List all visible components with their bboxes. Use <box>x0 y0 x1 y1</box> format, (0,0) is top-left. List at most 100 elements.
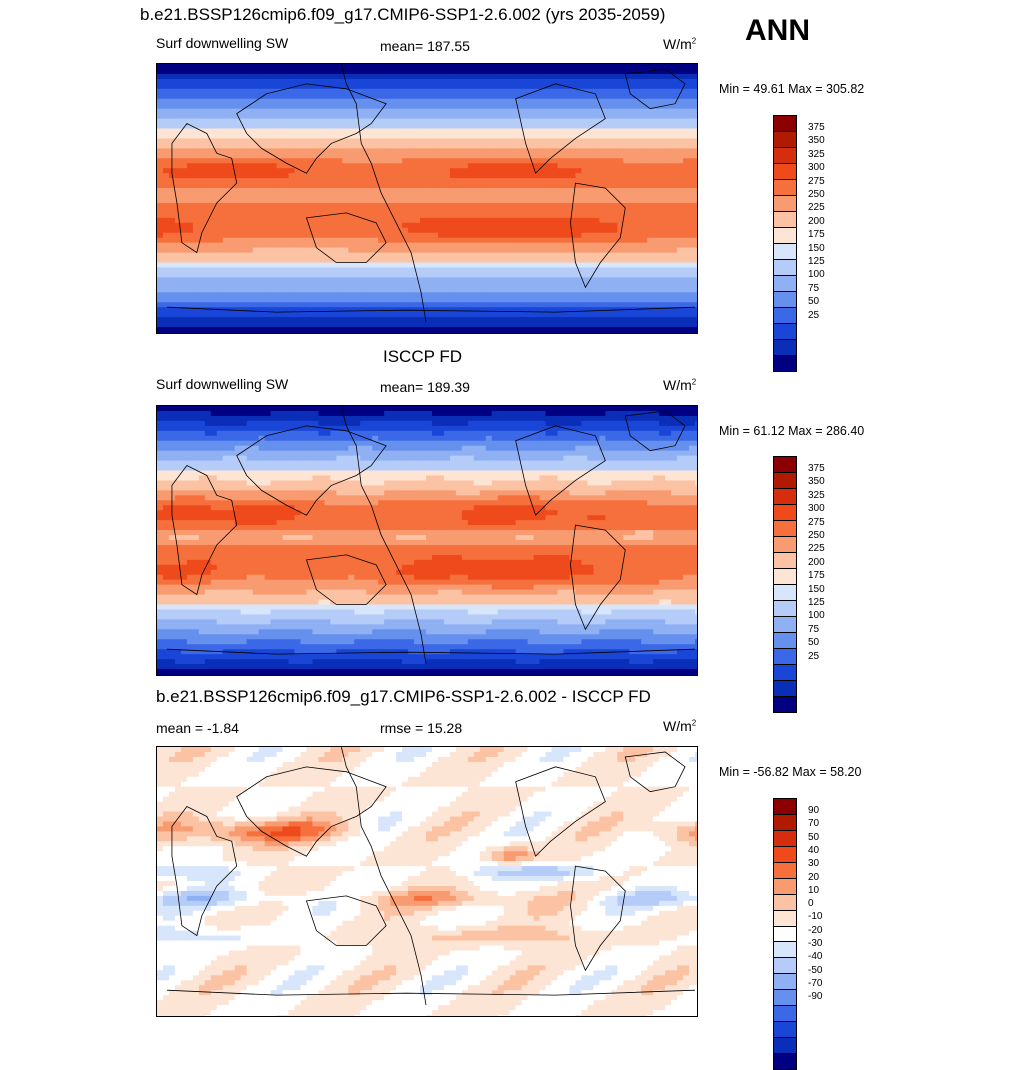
colorbar-tick-label: 100 <box>808 610 825 622</box>
colorbar-swatch <box>773 340 797 356</box>
colorbar-tick-label: 200 <box>808 215 825 227</box>
panel-2-map <box>156 405 698 676</box>
panel-2-minmax: Min = 61.12 Max = 286.40 <box>719 424 865 438</box>
panel-3-colorbar <box>773 798 797 1070</box>
colorbar-tick-label: -20 <box>808 924 823 936</box>
colorbar-swatch <box>773 990 797 1006</box>
colorbar-swatch <box>773 164 797 180</box>
coastline <box>236 766 387 857</box>
colorbar-swatch <box>773 585 797 601</box>
colorbar-swatch <box>773 697 797 713</box>
coastline <box>340 64 427 323</box>
coastline <box>166 989 696 996</box>
colorbar-swatch <box>773 958 797 974</box>
colorbar-tick-label: 0 <box>808 898 814 910</box>
colorbar-tick-label: 150 <box>808 583 825 595</box>
colorbar-swatch <box>773 681 797 697</box>
colorbar-swatch <box>773 633 797 649</box>
panel-1-mean-label: mean= 187.55 <box>380 38 470 54</box>
colorbar-swatch <box>773 1006 797 1022</box>
coastline <box>515 83 606 174</box>
colorbar-tick-label: 150 <box>808 242 825 254</box>
colorbar-tick-label: 125 <box>808 256 825 267</box>
colorbar-swatch <box>773 863 797 879</box>
colorbar-tick-label: 275 <box>808 175 825 187</box>
colorbar-tick-label: -40 <box>808 951 823 963</box>
colorbar-tick-label: 175 <box>808 570 825 582</box>
coastline <box>171 465 238 596</box>
colorbar-tick-label: 200 <box>808 556 825 568</box>
colorbar-swatch <box>773 292 797 308</box>
colorbar-tick-label: 350 <box>808 476 825 488</box>
colorbar-swatch <box>773 196 797 212</box>
colorbar-tick-label: 20 <box>808 871 820 883</box>
panel-1-field <box>157 64 697 333</box>
colorbar-swatch <box>773 473 797 489</box>
coastline <box>570 524 626 631</box>
colorbar-tick-label: 70 <box>808 818 820 830</box>
colorbar-tick-label: 125 <box>808 597 825 608</box>
coastline <box>166 306 696 313</box>
colorbar-tick-label: 10 <box>808 884 820 896</box>
panel-3-units: W/m2 <box>663 718 697 734</box>
colorbar-tick-label: 225 <box>808 202 825 214</box>
colorbar-tick-label: 325 <box>808 148 825 160</box>
coastline <box>236 425 387 516</box>
panel-1-colorbar <box>773 115 797 372</box>
colorbar-tick-label: -90 <box>808 991 823 1003</box>
colorbar-swatch <box>773 815 797 831</box>
coastline <box>166 648 696 655</box>
panel-3-title: b.e21.BSSP126cmip6.f09_g17.CMIP6-SSP1-2.… <box>156 687 651 706</box>
colorbar-swatch <box>773 879 797 895</box>
colorbar-swatch <box>773 974 797 990</box>
colorbar-tick-label: 250 <box>808 530 825 541</box>
colorbar-swatch <box>773 831 797 847</box>
colorbar-tick-label: 300 <box>808 162 825 174</box>
colorbar-swatch <box>773 927 797 942</box>
colorbar-swatch <box>773 942 797 958</box>
panel-2-variable-label: Surf downwelling SW <box>156 376 289 392</box>
panel-2-field <box>157 406 697 675</box>
coastline <box>515 425 606 516</box>
colorbar-swatch <box>773 244 797 260</box>
panel-2-colorbar <box>773 456 797 713</box>
panel-1-map <box>156 63 698 334</box>
coastline <box>624 68 686 110</box>
colorbar-tick-label: 225 <box>808 543 825 555</box>
colorbar-tick-label: -10 <box>808 911 823 923</box>
coastline <box>305 895 387 946</box>
colorbar-swatch <box>773 649 797 665</box>
colorbar-swatch <box>773 617 797 633</box>
colorbar-swatch <box>773 308 797 324</box>
coastline <box>624 410 686 452</box>
panel-2-units: W/m2 <box>663 377 697 393</box>
panel-2-title: ISCCP FD <box>383 347 463 366</box>
colorbar-swatch <box>773 553 797 569</box>
colorbar-tick-label: -50 <box>808 964 823 976</box>
colorbar-tick-label: 375 <box>808 122 825 133</box>
coastline <box>624 751 686 793</box>
colorbar-tick-label: 25 <box>808 309 820 321</box>
colorbar-tick-label: 175 <box>808 229 825 241</box>
panel-3-minmax: Min = -56.82 Max = 58.20 <box>719 765 862 779</box>
panel-1-variable-label: Surf downwelling SW <box>156 35 289 51</box>
colorbar-swatch <box>773 601 797 617</box>
colorbar-swatch <box>773 1054 797 1070</box>
panel-3-map <box>156 746 698 1017</box>
colorbar-swatch <box>773 569 797 585</box>
colorbar-tick-label: 40 <box>808 844 820 856</box>
colorbar-swatch <box>773 798 797 815</box>
coastline <box>340 406 427 665</box>
colorbar-swatch <box>773 521 797 537</box>
panel-2-mean-label: mean= 189.39 <box>380 379 470 395</box>
colorbar-tick-label: 375 <box>808 463 825 474</box>
colorbar-swatch <box>773 1022 797 1038</box>
colorbar-tick-label: 30 <box>808 858 820 870</box>
season-label: ANN <box>745 14 810 47</box>
colorbar-swatch <box>773 180 797 196</box>
colorbar-tick-label: 50 <box>808 831 820 843</box>
colorbar-swatch <box>773 665 797 681</box>
colorbar-swatch <box>773 356 797 372</box>
colorbar-swatch <box>773 456 797 473</box>
coastline <box>305 212 387 263</box>
